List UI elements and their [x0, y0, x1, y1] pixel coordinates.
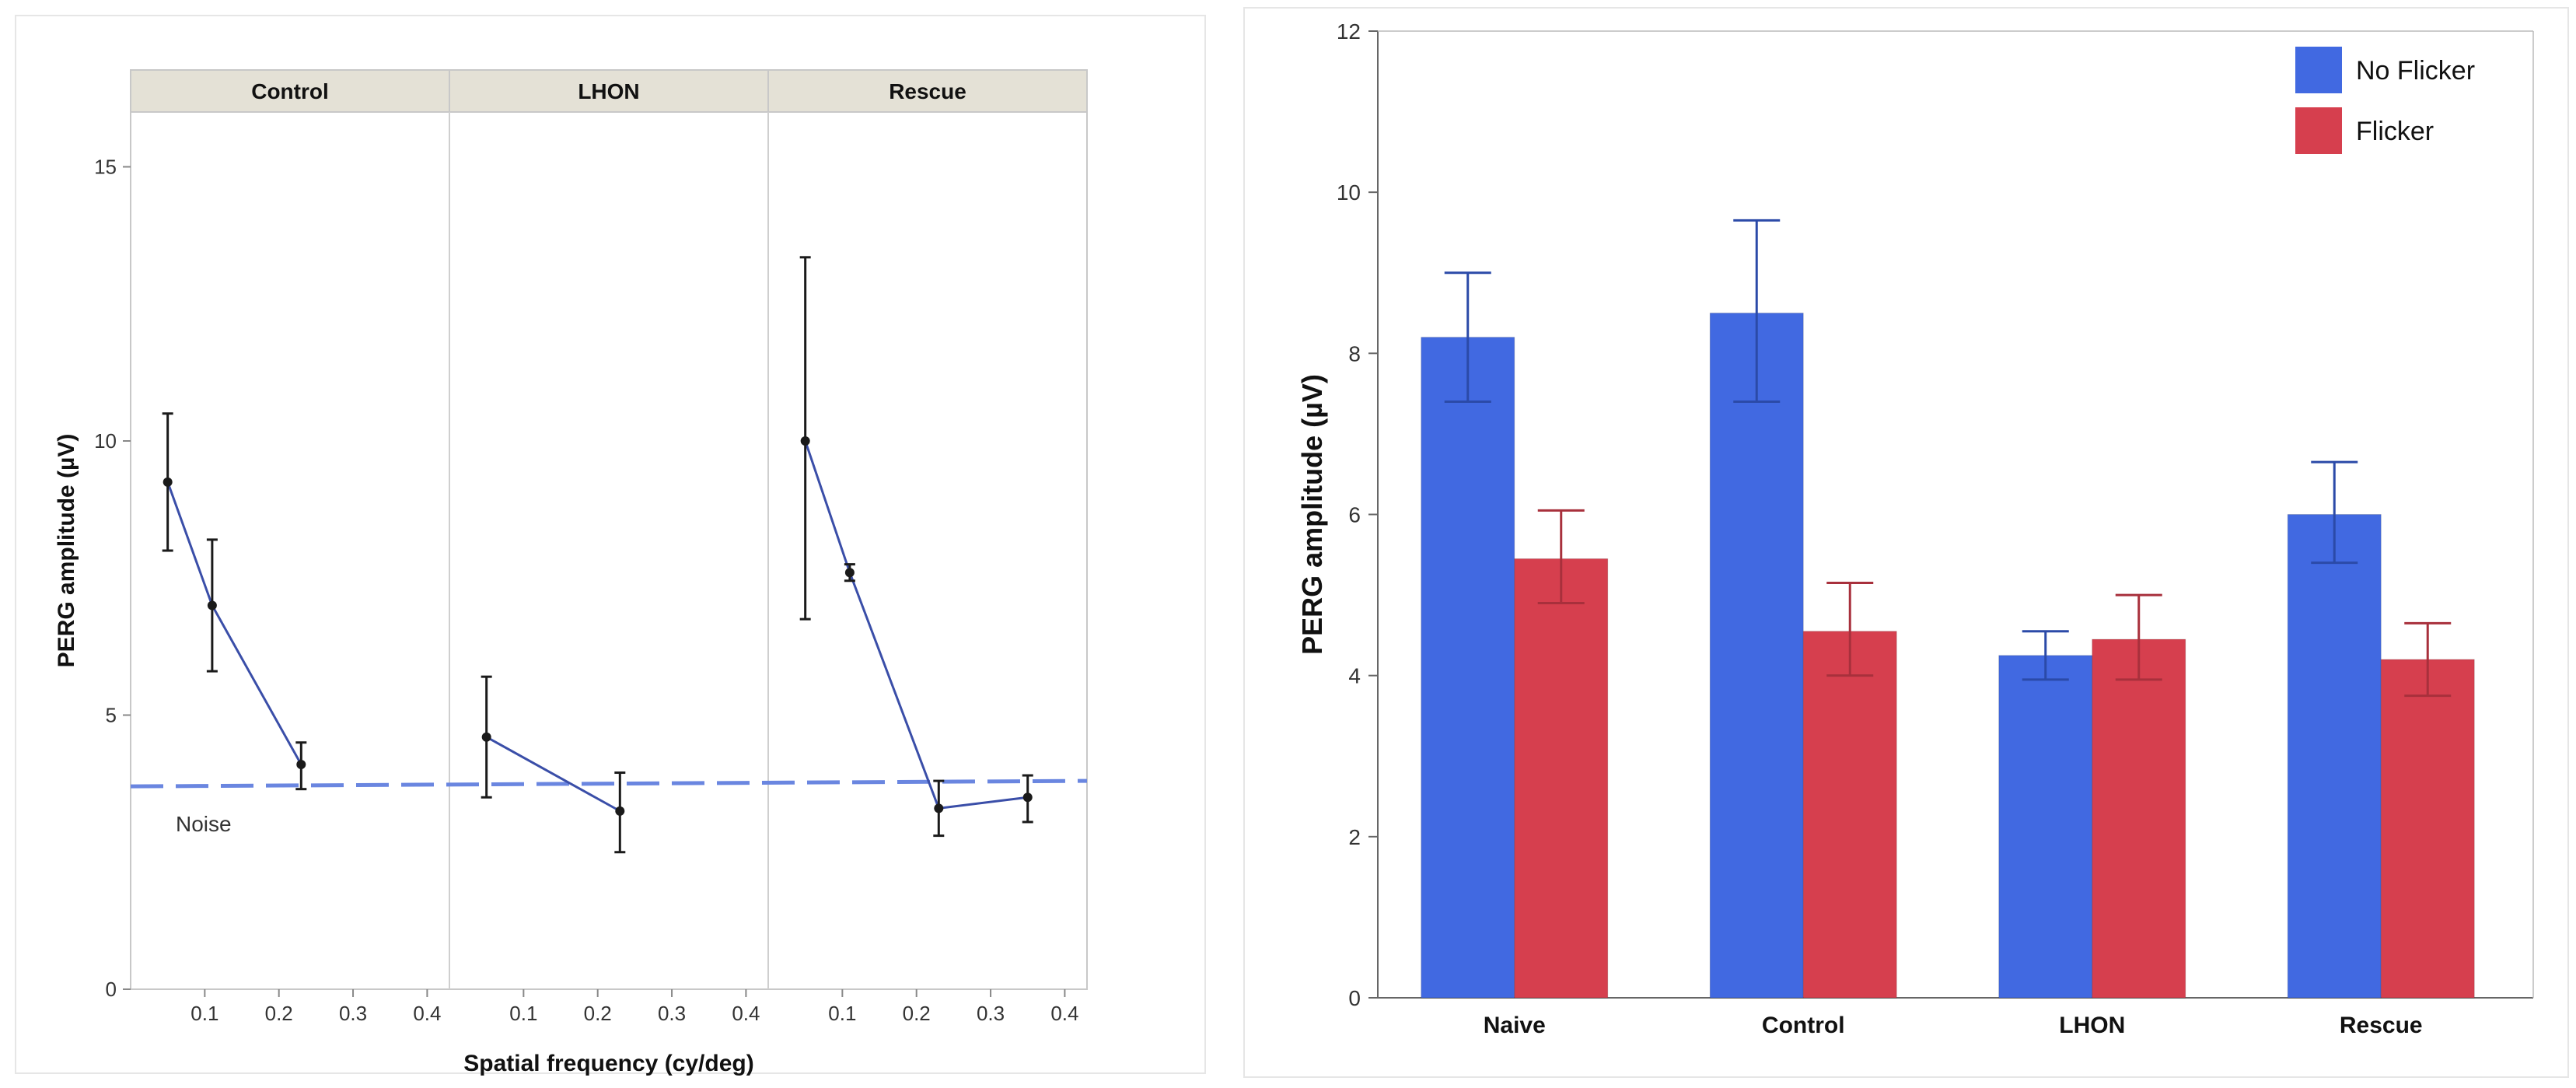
plot-area — [130, 111, 1088, 990]
bar-control-flicker — [1802, 631, 1897, 999]
facet-header-lhon — [449, 69, 769, 113]
legend-swatch-flicker — [2295, 107, 2342, 154]
bar-rescue-no-flicker — [2287, 514, 2382, 999]
x-tick-label: 0.4 — [413, 1002, 441, 1025]
data-point — [1022, 792, 1033, 803]
panel-b-frame — [1243, 7, 2569, 1078]
y-axis-title: PERG amplitude (µV) — [54, 434, 79, 668]
data-point — [615, 806, 625, 816]
y-tick-label: 10 — [1337, 180, 1361, 205]
data-point — [207, 600, 217, 610]
facet-label-lhon: LHON — [578, 79, 639, 103]
series-line-lhon — [485, 736, 621, 813]
x-tick-label: 0.1 — [190, 1002, 218, 1025]
facet-label-rescue: Rescue — [889, 79, 966, 103]
category-label-control: Control — [1762, 1013, 1845, 1038]
legend-label-no-flicker: No Flicker — [2356, 56, 2475, 86]
bar-control-no-flicker — [1709, 313, 1804, 999]
data-point — [934, 803, 944, 813]
panel-a-frame — [15, 15, 1206, 1074]
y-tick-label: 4 — [1348, 664, 1361, 688]
legend-swatch-no-flicker — [2295, 47, 2342, 93]
y-tick-label: 10 — [94, 429, 117, 453]
x-tick-label: 0.3 — [977, 1002, 1005, 1025]
bar-naive-no-flicker — [1421, 337, 1515, 999]
y-axis-title: PERG amplitude (µV) — [1296, 374, 1328, 655]
data-point — [844, 568, 855, 578]
data-point — [800, 436, 810, 446]
y-tick-label: 0 — [1348, 986, 1361, 1010]
x-tick-label: 0.1 — [828, 1002, 856, 1025]
data-point — [296, 759, 306, 769]
x-tick-label: 0.2 — [584, 1002, 612, 1025]
bar-naive-flicker — [1514, 558, 1609, 999]
x-tick-label: 0.4 — [1050, 1002, 1078, 1025]
y-tick-label: 2 — [1348, 825, 1361, 849]
data-point — [163, 477, 173, 487]
y-tick-label: 0 — [106, 978, 117, 1001]
x-tick-label: 0.3 — [658, 1002, 686, 1025]
x-tick-label: 0.1 — [509, 1002, 537, 1025]
facet-label-control: Control — [251, 79, 329, 103]
x-axis-title: Spatial frequency (cy/deg) — [463, 1051, 753, 1076]
y-tick-label: 15 — [94, 156, 117, 179]
y-tick-label: 5 — [106, 704, 117, 727]
bar-rescue-flicker — [2380, 659, 2475, 999]
y-tick-label: 12 — [1337, 19, 1361, 44]
legend-label-flicker: Flicker — [2356, 117, 2434, 146]
bar-chart-panel: 0 2 4 6 8 10 12 PERG amplitude (µV) Naive Control… — [1243, 7, 2569, 1078]
facet-header-rescue — [767, 69, 1088, 113]
x-tick-label: 0.4 — [732, 1002, 760, 1025]
data-point — [481, 732, 491, 742]
bar-lhon-no-flicker — [1998, 655, 2093, 999]
noise-label: Noise — [176, 812, 232, 836]
category-label-lhon: LHON — [2059, 1013, 2125, 1038]
category-label-rescue: Rescue — [2340, 1013, 2423, 1038]
facet-header-control — [130, 69, 450, 113]
x-tick-label: 0.2 — [903, 1002, 931, 1025]
line-chart-panel: Control LHON Rescue 0 5 10 15 0.1 0.2 0.3 0.4 0.1 0.… — [15, 15, 1206, 1076]
bar-lhon-flicker — [2092, 638, 2186, 999]
x-tick-label: 0.2 — [265, 1002, 293, 1025]
y-tick-label: 6 — [1348, 503, 1361, 527]
x-tick-label: 0.3 — [339, 1002, 367, 1025]
series-line-rescue — [804, 440, 1028, 810]
category-label-naive: Naive — [1484, 1013, 1546, 1038]
y-tick-label: 8 — [1348, 341, 1361, 366]
